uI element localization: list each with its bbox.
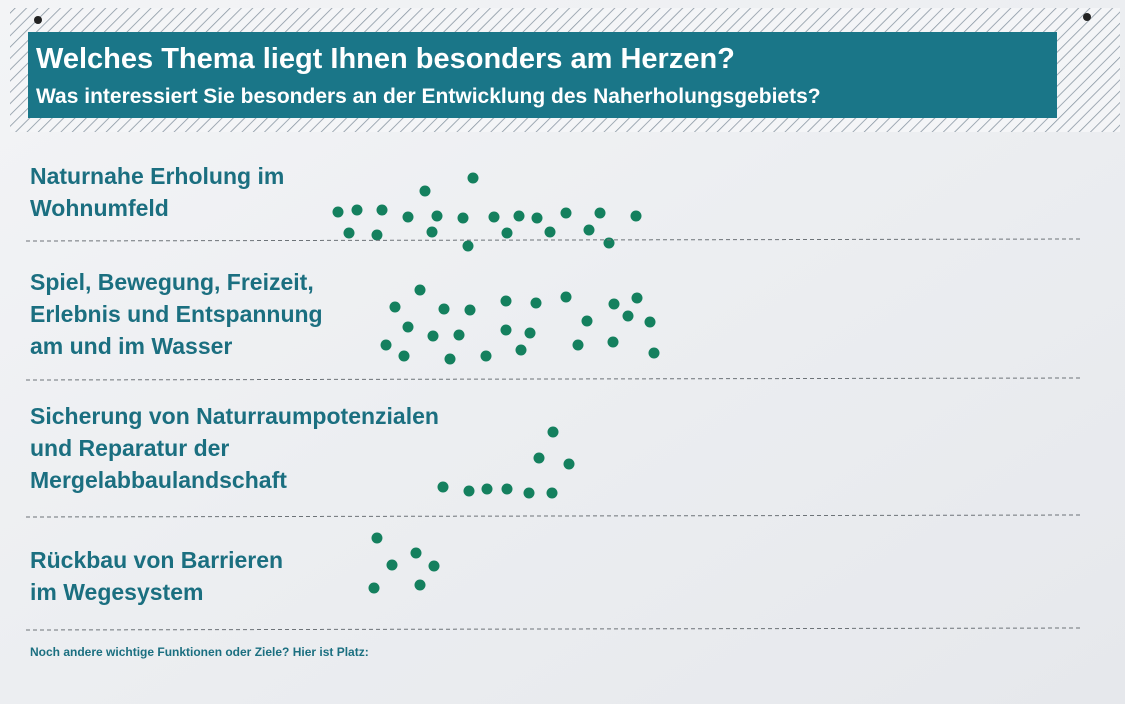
sticker-dot: [501, 325, 512, 336]
sticker-dot: [438, 482, 449, 493]
sticker-dot: [372, 533, 383, 544]
topic-label: Rückbau von Barrieren: [30, 547, 283, 573]
sticker-dot: [524, 488, 535, 499]
sticker-dot: [420, 186, 431, 197]
sticker-dot: [481, 351, 492, 362]
sticker-dot: [632, 293, 643, 304]
sticker-dot: [415, 580, 426, 591]
title: Welches Thema liegt Ihnen besonders am H…: [36, 43, 735, 75]
topic-label: Wohnumfeld: [30, 195, 169, 221]
topic-label: Erlebnis und Entspannung: [30, 301, 323, 327]
footer-text: Noch andere wichtige Funktionen oder Zie…: [30, 645, 369, 659]
sticker-dot: [369, 583, 380, 594]
sticker-dot: [352, 205, 363, 216]
sticker-dot: [415, 285, 426, 296]
topic-label: im Wegesystem: [30, 579, 203, 605]
sticker-dot: [381, 340, 392, 351]
sticker-dot: [631, 211, 642, 222]
pin: [1083, 13, 1091, 21]
sticker-dot: [595, 208, 606, 219]
sticker-dot: [649, 348, 660, 359]
sticker-dot: [463, 241, 474, 252]
topic-label: Spiel, Bewegung, Freizeit,: [30, 269, 314, 295]
sticker-dot: [387, 560, 398, 571]
sticker-dot: [608, 337, 619, 348]
topic-label: und Reparatur der: [30, 435, 229, 461]
sticker-dot: [464, 486, 475, 497]
topic-label: Sicherung von Naturraumpotenzialen: [30, 403, 439, 429]
sticker-dot: [344, 228, 355, 239]
sticker-dot: [532, 213, 543, 224]
sticker-dot: [525, 328, 536, 339]
sticker-dot: [454, 330, 465, 341]
sticker-dot: [403, 322, 414, 333]
sticker-dot: [445, 354, 456, 365]
sticker-dot: [548, 427, 559, 438]
sticker-dot: [489, 212, 500, 223]
sticker-dot: [502, 228, 513, 239]
sticker-dot: [429, 561, 440, 572]
sticker-dot: [465, 305, 476, 316]
sticker-dot: [516, 345, 527, 356]
sticker-dot: [561, 208, 572, 219]
sticker-dot: [502, 484, 513, 495]
sticker-dot: [411, 548, 422, 559]
sticker-dot: [439, 304, 450, 315]
sticker-dot: [333, 207, 344, 218]
sticker-dot: [573, 340, 584, 351]
sticker-dot: [547, 488, 558, 499]
sticker-dot: [427, 227, 438, 238]
sticker-dot: [531, 298, 542, 309]
sticker-dot: [584, 225, 595, 236]
sticker-dot: [501, 296, 512, 307]
poster: Welches Thema liegt Ihnen besonders am H…: [0, 0, 1125, 704]
topic-label: Mergelabbaulandschaft: [30, 467, 287, 493]
sticker-dot: [428, 331, 439, 342]
topic-label: am und im Wasser: [30, 333, 232, 359]
pin: [34, 16, 42, 24]
sticker-dot: [458, 213, 469, 224]
topic-label: Naturnahe Erholung im: [30, 163, 284, 189]
sticker-dot: [403, 212, 414, 223]
sticker-dot: [645, 317, 656, 328]
sticker-dot: [377, 205, 388, 216]
sticker-dot: [564, 459, 575, 470]
sticker-dot: [545, 227, 556, 238]
sticker-dot: [582, 316, 593, 327]
sticker-dot: [514, 211, 525, 222]
sticker-dot: [399, 351, 410, 362]
subtitle: Was interessiert Sie besonders an der En…: [36, 85, 821, 108]
sticker-dot: [609, 299, 620, 310]
sticker-dot: [604, 238, 615, 249]
sticker-dot: [372, 230, 383, 241]
sticker-dot: [432, 211, 443, 222]
sticker-dot: [482, 484, 493, 495]
sticker-dot: [534, 453, 545, 464]
sticker-dot: [390, 302, 401, 313]
sticker-dot: [468, 173, 479, 184]
sticker-dot: [623, 311, 634, 322]
sticker-dot: [561, 292, 572, 303]
